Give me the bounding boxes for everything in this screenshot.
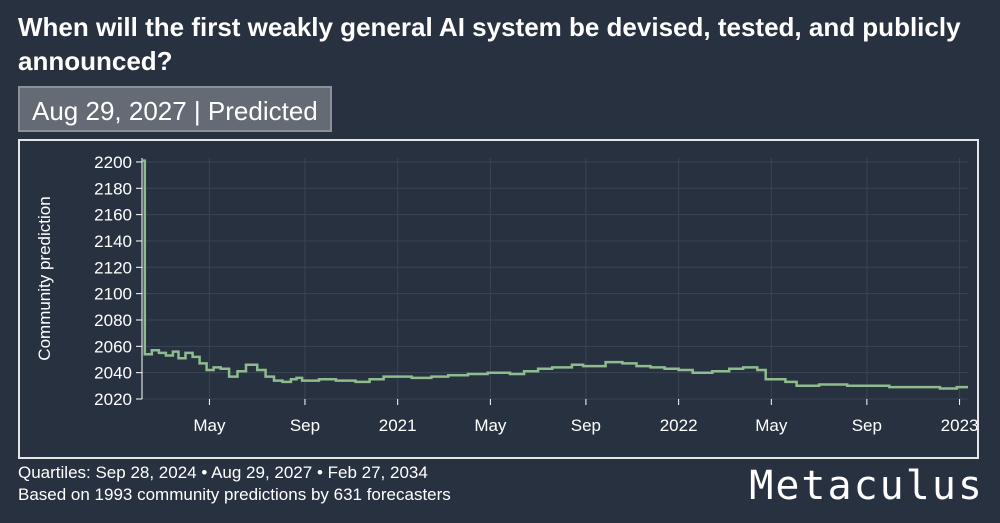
y-tick-label: 2060 — [94, 337, 132, 356]
y-tick-label: 2180 — [94, 179, 132, 198]
community-prediction-chart: May Sep 2021 May Sep 2022 May Sep 2023 202020402… — [35, 153, 977, 435]
x-tick-label: Sep — [571, 416, 601, 435]
y-tick-label: 2200 — [94, 153, 132, 172]
y-axis-label: Community prediction — [35, 196, 54, 360]
chart-frame: May Sep 2021 May Sep 2022 May Sep 2023 2020 2040 2… — [18, 139, 979, 459]
y-tick-label: 2120 — [94, 258, 132, 277]
prediction-badge: Aug 29, 2027 | Predicted — [18, 86, 332, 132]
x-tick-label: May — [193, 416, 226, 435]
prediction-step-line — [142, 159, 968, 390]
question-title: When will the first weakly general AI sy… — [18, 12, 961, 76]
x-tick-label: May — [474, 416, 507, 435]
grid-lines — [142, 158, 968, 400]
y-tick-label: 2160 — [94, 206, 132, 225]
quartiles-text: Quartiles: Sep 28, 2024 • Aug 29, 2027 •… — [18, 463, 428, 482]
y-tick-label: 2020 — [94, 390, 132, 409]
y-tick-label: 2100 — [94, 285, 132, 304]
x-tick-label: Sep — [852, 416, 882, 435]
x-tick-label: 2023 — [941, 416, 977, 435]
y-axis-ticks: 2020 2040 2060 2080 2100 2120 2140 2160 2180 2200 — [94, 153, 143, 409]
predictions-count-text: Based on 1993 community predictions by 6… — [18, 485, 451, 504]
x-tick-label: 2021 — [379, 416, 417, 435]
y-tick-label: 2040 — [94, 364, 132, 383]
footer-info: Quartiles: Sep 28, 2024 • Aug 29, 2027 •… — [18, 462, 451, 506]
y-tick-label: 2140 — [94, 232, 132, 251]
x-axis-ticks: May Sep 2021 May Sep 2022 May Sep 2023 — [193, 399, 977, 435]
y-tick-label: 2080 — [94, 311, 132, 330]
x-tick-label: 2022 — [660, 416, 698, 435]
metaculus-logo[interactable]: Metaculus — [749, 463, 984, 509]
x-tick-label: May — [755, 416, 788, 435]
x-tick-label: Sep — [290, 416, 320, 435]
